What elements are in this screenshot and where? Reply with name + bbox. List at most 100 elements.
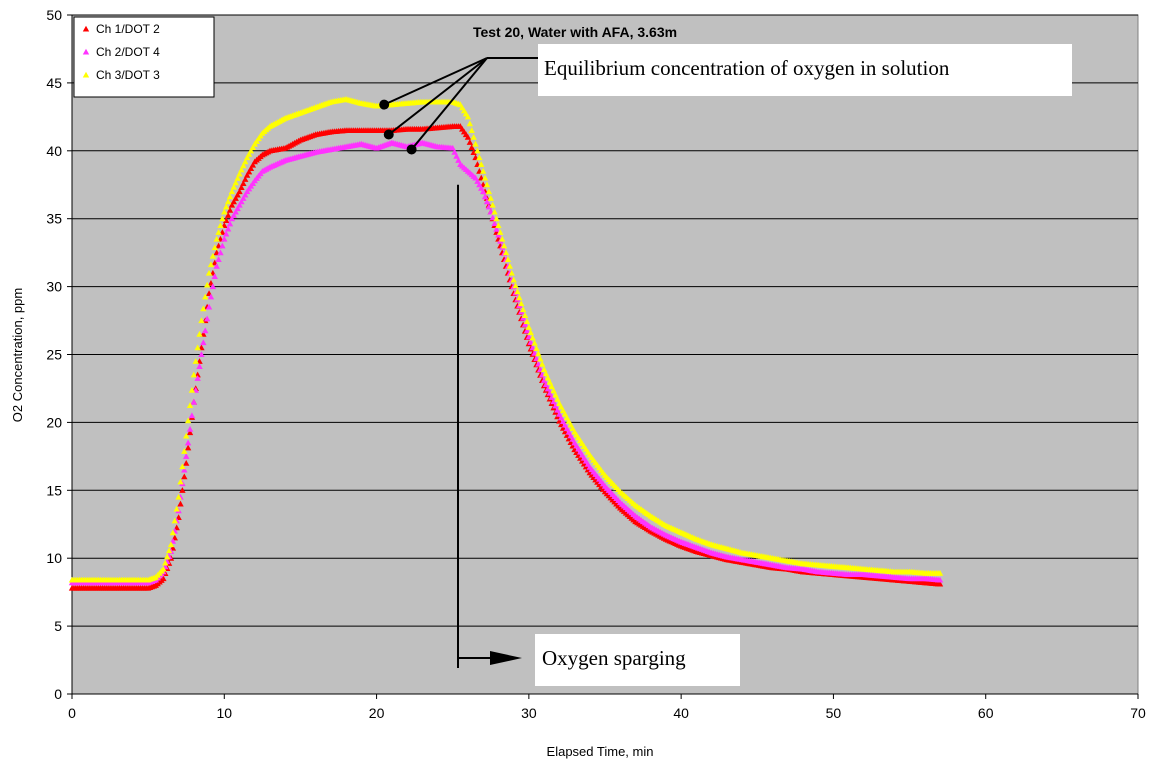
data-point bbox=[529, 344, 536, 351]
data-point bbox=[165, 547, 173, 554]
data-point bbox=[519, 306, 527, 313]
data-point bbox=[485, 188, 493, 195]
data-point bbox=[512, 282, 519, 289]
data-point bbox=[238, 198, 245, 205]
data-point bbox=[455, 157, 462, 163]
x-tick-label: 70 bbox=[1130, 705, 1146, 721]
legend: Ch 1/DOT 2 Ch 2/DOT 4 Ch 3/DOT 3 bbox=[73, 16, 215, 98]
data-point bbox=[198, 351, 205, 358]
data-point bbox=[232, 195, 239, 201]
data-point bbox=[464, 134, 472, 140]
y-tick-label: 10 bbox=[46, 550, 62, 566]
data-point bbox=[183, 459, 190, 466]
data-point bbox=[203, 315, 211, 322]
data-point bbox=[474, 147, 481, 154]
legend-label: Ch 3/DOT 3 bbox=[96, 68, 160, 82]
data-point bbox=[242, 191, 249, 198]
data-point bbox=[207, 293, 215, 300]
data-point bbox=[510, 276, 517, 283]
y-tick-label: 25 bbox=[46, 347, 62, 363]
data-point bbox=[226, 193, 234, 200]
data-point bbox=[196, 330, 203, 337]
data-point bbox=[203, 281, 211, 288]
data-point bbox=[226, 207, 234, 213]
data-point bbox=[232, 208, 239, 215]
data-point bbox=[194, 375, 201, 381]
x-tick-label: 20 bbox=[369, 705, 385, 721]
data-point bbox=[525, 333, 533, 340]
data-point bbox=[181, 448, 188, 454]
data-point bbox=[207, 261, 215, 268]
data-point bbox=[194, 344, 201, 351]
data-point bbox=[190, 398, 198, 405]
data-point bbox=[936, 576, 944, 583]
data-point bbox=[489, 214, 496, 221]
data-point bbox=[472, 140, 479, 147]
data-point bbox=[470, 134, 477, 140]
data-point bbox=[228, 188, 236, 195]
data-point bbox=[238, 166, 245, 173]
data-point bbox=[544, 374, 552, 381]
data-point bbox=[542, 381, 550, 388]
data-point bbox=[167, 541, 175, 548]
data-point bbox=[217, 249, 224, 256]
data-point bbox=[523, 327, 531, 334]
data-point bbox=[451, 148, 458, 155]
chart-title: Test 20, Water with AFA, 3.63m bbox=[473, 24, 677, 40]
data-point bbox=[529, 334, 536, 341]
data-point bbox=[552, 402, 559, 409]
data-point bbox=[483, 198, 491, 205]
data-point bbox=[236, 170, 243, 177]
data-point bbox=[202, 327, 209, 334]
data-point bbox=[243, 154, 251, 161]
data-point bbox=[230, 212, 238, 218]
x-tick-label: 30 bbox=[521, 705, 537, 721]
data-point bbox=[525, 324, 533, 330]
data-point bbox=[487, 195, 494, 201]
data-point bbox=[521, 321, 529, 327]
data-point bbox=[186, 402, 194, 408]
data-point bbox=[184, 439, 192, 446]
data-point bbox=[200, 339, 207, 346]
data-point bbox=[221, 208, 228, 215]
data-point bbox=[175, 493, 182, 500]
data-point bbox=[548, 394, 555, 400]
data-point bbox=[240, 162, 247, 169]
data-point bbox=[481, 193, 489, 200]
data-point bbox=[179, 463, 186, 470]
data-point bbox=[514, 288, 521, 295]
callout-line bbox=[388, 57, 488, 136]
data-point bbox=[186, 429, 194, 436]
legend-box bbox=[73, 16, 215, 98]
data-point bbox=[453, 153, 460, 159]
data-point bbox=[211, 244, 218, 251]
annotation-sparging: Oxygen sparging bbox=[542, 646, 686, 670]
data-point bbox=[183, 432, 190, 439]
data-point bbox=[224, 212, 232, 218]
data-point bbox=[240, 195, 247, 201]
data-point bbox=[516, 294, 523, 301]
data-point bbox=[485, 203, 493, 210]
x-tick-label: 0 bbox=[68, 705, 76, 721]
data-point bbox=[535, 350, 542, 357]
data-point bbox=[217, 222, 224, 229]
annotation-box bbox=[535, 634, 740, 686]
data-point bbox=[228, 215, 236, 222]
data-point bbox=[196, 363, 203, 369]
data-point bbox=[213, 263, 220, 269]
data-point bbox=[468, 127, 475, 133]
data-point bbox=[228, 201, 236, 208]
data-point bbox=[234, 205, 241, 212]
data-point bbox=[222, 230, 230, 237]
data-point bbox=[243, 172, 251, 178]
data-point bbox=[230, 183, 238, 190]
data-point bbox=[232, 179, 239, 186]
data-point bbox=[186, 425, 194, 432]
data-point bbox=[219, 242, 226, 249]
callout-dot bbox=[383, 129, 394, 140]
data-point bbox=[213, 235, 220, 242]
data-point bbox=[202, 293, 209, 300]
data-point bbox=[236, 201, 243, 208]
series-ch-3-dot-3 bbox=[68, 95, 944, 583]
